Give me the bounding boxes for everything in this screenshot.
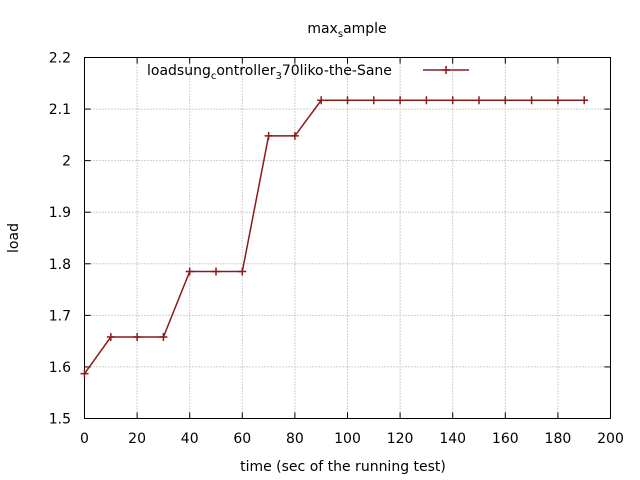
data-point-marker (290, 131, 299, 140)
y-tick-label: 2.1 (49, 102, 71, 118)
data-point-marker (527, 96, 536, 105)
text-part: 7 (282, 63, 291, 79)
x-tick-label: 80 (286, 431, 304, 447)
data-point-marker (448, 96, 457, 105)
y-tick-label: 2.2 (49, 51, 71, 67)
series-group (80, 96, 589, 378)
data-point-marker (396, 96, 405, 105)
x-tick-label: 180 (545, 431, 572, 447)
legend-marker-sample (442, 66, 450, 74)
text-part: 3 (275, 71, 281, 82)
data-point-marker (238, 267, 247, 276)
y-tick-label: 1.8 (49, 257, 71, 273)
x-tick-label: 100 (334, 431, 361, 447)
legend: loadsungcontroller370liko-the-Sane (147, 63, 469, 82)
data-point-marker (133, 333, 142, 342)
text-part: 0 (291, 63, 300, 79)
x-tick-label: 0 (80, 431, 89, 447)
data-point-marker (212, 267, 220, 276)
x-tick-label: 60 (233, 431, 251, 447)
x-tick-label: 20 (128, 431, 146, 447)
x-axis-label: time (sec of the running test) (240, 459, 446, 475)
data-point-marker (501, 96, 510, 105)
text-part: ample (343, 21, 387, 37)
chart-title: maxsample (307, 21, 386, 40)
x-tick-label: 200 (597, 431, 624, 447)
text-part: s (338, 29, 343, 40)
y-tick-label: 1.7 (49, 308, 71, 324)
data-point-marker (317, 96, 326, 105)
data-point-marker (475, 96, 483, 105)
data-point-marker (159, 333, 168, 342)
data-point-marker (580, 96, 589, 105)
grid-lines (84, 57, 611, 419)
text-part: ontroller (216, 63, 275, 79)
x-tick-label: 120 (387, 431, 414, 447)
y-tick-label: 1.5 (49, 412, 71, 428)
data-point-marker (343, 96, 352, 105)
text-part: s (177, 63, 184, 79)
x-tick-label: 40 (181, 431, 199, 447)
text-part: max (307, 21, 338, 37)
y-axis-label: load (6, 223, 22, 253)
data-point-marker (422, 96, 431, 105)
x-tick-label: 160 (492, 431, 519, 447)
data-point-marker (106, 333, 115, 342)
y-tick-label: 1.6 (49, 360, 71, 376)
data-point-marker (553, 96, 562, 105)
data-point-marker (80, 369, 89, 378)
data-point-marker (185, 267, 194, 276)
data-point-marker (369, 96, 378, 105)
text-part: liko-the-Sane (300, 63, 392, 79)
y-tick-label: 2 (62, 154, 71, 170)
y-axis-ticks: 1.5 1.6 1.7 1.8 1.9 2 2.1 2.2 (49, 51, 611, 428)
text-part: ung (184, 63, 211, 79)
series-line (83, 99, 585, 375)
y-tick-label: 1.9 (49, 205, 71, 221)
data-point-marker (264, 131, 273, 140)
text-part: load (147, 63, 177, 79)
text-part: c (211, 71, 217, 82)
legend-label: loadsungcontroller370liko-the-Sane (147, 63, 392, 82)
x-tick-label: 140 (439, 431, 466, 447)
x-axis-ticks: 0 20 40 60 80 100 120 140 160 180 200 (80, 57, 624, 447)
